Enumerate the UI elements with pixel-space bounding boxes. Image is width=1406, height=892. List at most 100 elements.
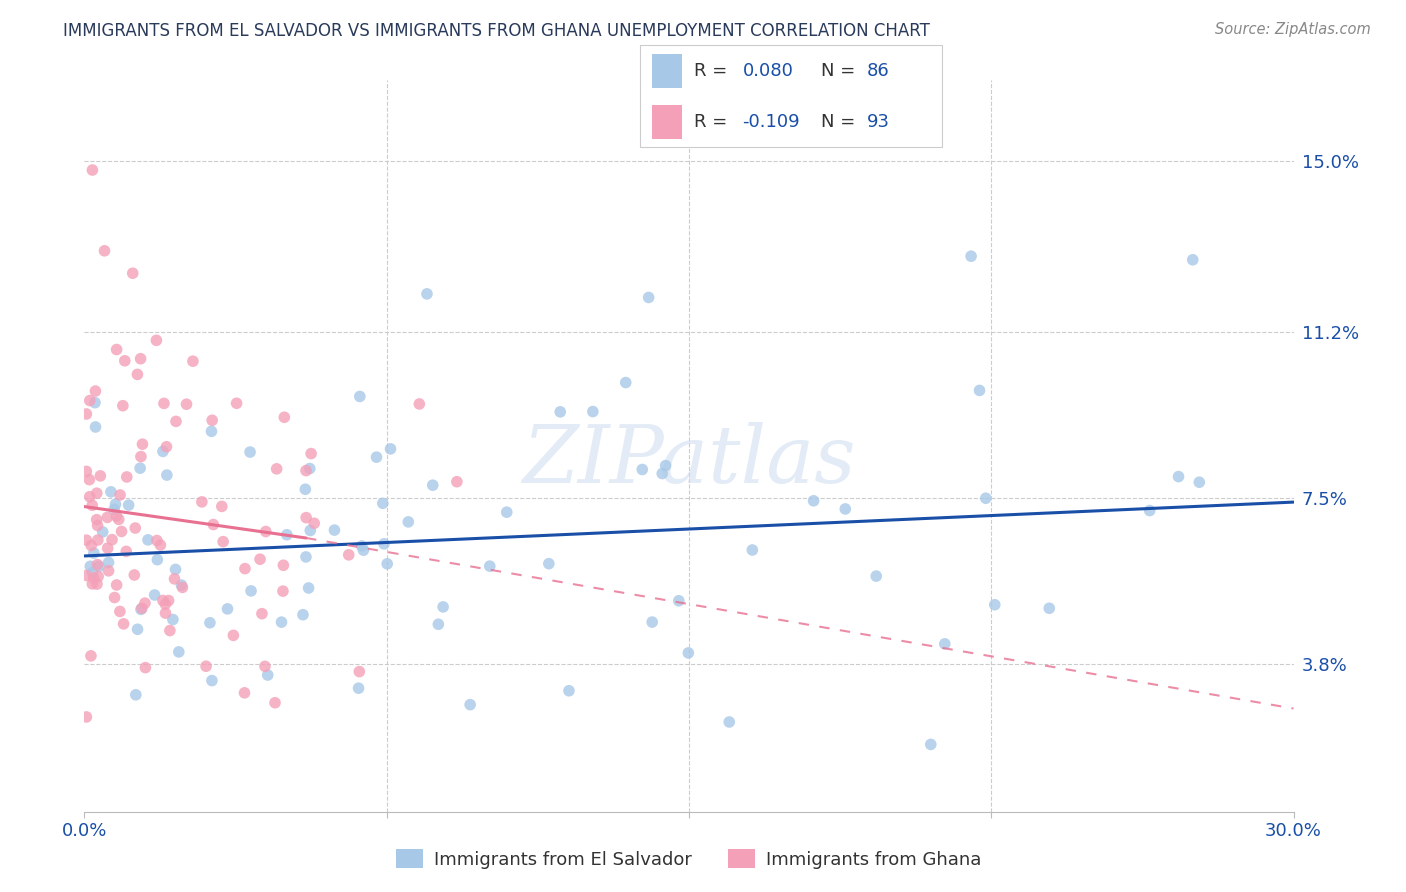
Point [803,493,825,508]
Point [75,710,97,724]
Point [86,518,108,533]
Point [200,425,222,439]
Point [350,539,373,553]
Point [349,389,371,403]
Point [86,577,108,591]
Point [416,286,439,301]
Point [82,566,104,580]
Point [80,648,103,663]
Point [170,578,193,592]
Point [960,249,983,263]
Point [82,498,104,512]
Point [969,384,991,398]
Point [91,524,114,539]
Point [668,594,690,608]
Text: N =: N = [821,113,860,131]
Point [136,533,159,547]
Point [129,450,152,464]
Point [127,622,149,636]
Point [582,404,605,418]
Point [380,442,402,456]
Text: R =: R = [695,113,733,131]
Point [984,598,1007,612]
Point [934,637,956,651]
Point [129,351,152,366]
Point [202,517,225,532]
Point [107,512,129,526]
Point [233,686,256,700]
Point [127,368,149,382]
Point [84,384,107,398]
Point [145,334,167,348]
Point [82,163,104,178]
Point [143,588,166,602]
Point [558,683,581,698]
Point [134,660,156,674]
Point [104,497,127,511]
Text: 93: 93 [866,113,890,131]
Point [75,533,97,548]
Point [250,607,273,621]
Point [79,559,101,574]
Text: 0.080: 0.080 [742,62,793,79]
Point [349,665,371,679]
Point [124,568,146,582]
Point [149,538,172,552]
Point [1181,252,1204,267]
Point [97,564,120,578]
Point [201,413,224,427]
Point [233,561,256,575]
Point [79,490,101,504]
Point [637,290,659,304]
Point [75,464,97,478]
Point [83,546,105,560]
Point [118,498,141,512]
Point [87,569,110,583]
Point [276,528,298,542]
Point [153,396,176,410]
Point [222,628,245,642]
Point [131,601,153,615]
Point [84,420,107,434]
Point [427,617,450,632]
Text: ZIPatlas: ZIPatlas [522,422,856,500]
Point [271,584,294,599]
Point [87,533,110,547]
Point [299,524,322,538]
Point [249,552,271,566]
Point [294,482,316,496]
Text: 86: 86 [866,62,889,79]
Point [86,513,108,527]
Point [152,444,174,458]
Point [75,407,97,421]
Point [865,569,887,583]
Text: IMMIGRANTS FROM EL SALVADOR VS IMMIGRANTS FROM GHANA UNEMPLOYMENT CORRELATION CH: IMMIGRANTS FROM EL SALVADOR VS IMMIGRANT… [63,22,931,40]
Text: N =: N = [821,62,860,79]
Point [121,266,143,280]
Point [347,681,370,696]
Point [87,559,110,574]
Point [111,399,134,413]
Point [129,461,152,475]
Point [295,549,318,564]
Point [79,473,101,487]
Point [654,458,676,473]
FancyBboxPatch shape [652,105,682,139]
Point [211,500,233,514]
Point [253,659,276,673]
Text: Source: ZipAtlas.com: Source: ZipAtlas.com [1215,22,1371,37]
Point [641,615,664,629]
Point [718,714,741,729]
Point [108,488,131,502]
Point [146,552,169,566]
Point [152,593,174,607]
Point [1139,503,1161,517]
Point [366,450,388,465]
Point [86,486,108,500]
Point [163,572,186,586]
Point [295,464,318,478]
Point [614,376,637,390]
Point [297,581,319,595]
Point [273,558,295,573]
Point [105,578,128,592]
